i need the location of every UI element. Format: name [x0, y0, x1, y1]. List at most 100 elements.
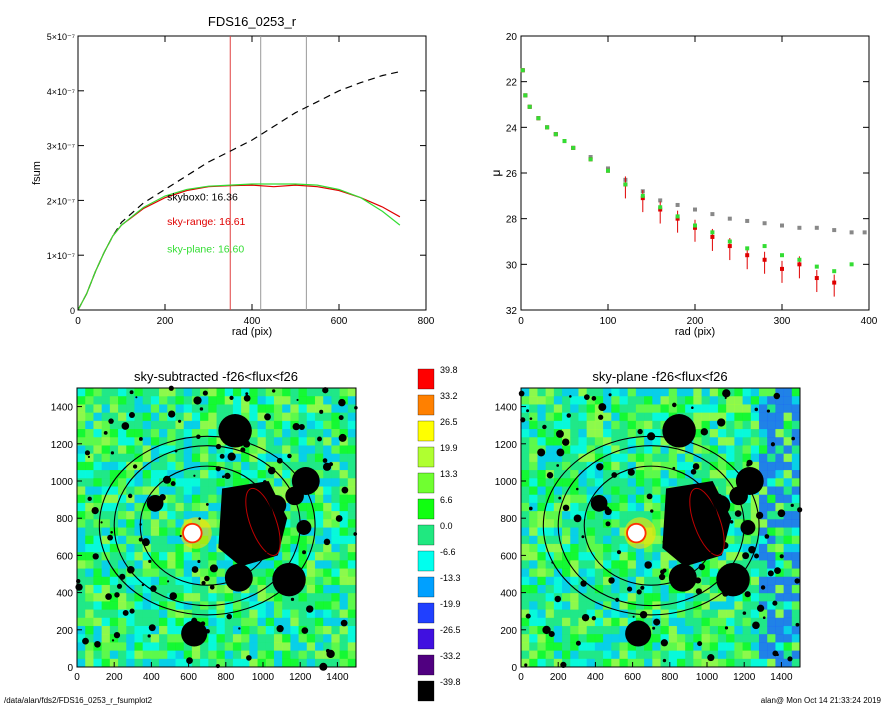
fsum-y-axis-label: fsum [31, 161, 43, 185]
isophote-ellipse [542, 435, 760, 616]
mu-plot-frame [520, 35, 870, 311]
noise-pixel [537, 634, 546, 643]
noise-pixel [553, 437, 563, 446]
noise-pixel [701, 576, 711, 586]
noise-pixel [742, 601, 752, 610]
noise-pixel [101, 642, 111, 651]
noise-pixel [347, 511, 357, 520]
noise-pixel [208, 494, 217, 504]
noise-pixel [685, 650, 694, 660]
noise-pixel [109, 617, 119, 627]
noise-pixel [586, 560, 596, 569]
noise-pixel [331, 543, 340, 553]
noise-pixel [750, 658, 760, 668]
noise-pixel [783, 609, 793, 619]
noise-pixel [652, 388, 661, 397]
noise-pixel [594, 478, 604, 487]
noise-pixel [594, 642, 604, 651]
noise-pixel [77, 404, 86, 413]
noise-pixel [298, 650, 308, 660]
noise-pixel [339, 519, 349, 528]
noise-pixel [200, 445, 209, 454]
masked-star [205, 503, 209, 506]
noise-pixel [77, 609, 86, 619]
noise-pixel [77, 511, 86, 520]
masked-star [558, 496, 562, 500]
noise-pixel [109, 486, 119, 495]
noise-pixel [758, 453, 768, 463]
noise-pixel [265, 453, 275, 463]
noise-pixel [249, 420, 258, 430]
noise-pixel [578, 584, 587, 594]
noise-pixel [734, 420, 743, 430]
noise-pixel [783, 388, 793, 397]
noise-pixel [529, 593, 538, 602]
noise-pixel [126, 494, 135, 504]
noise-pixel [570, 461, 579, 471]
noise-pixel [578, 388, 587, 397]
noise-pixel [578, 445, 587, 454]
noise-pixel [635, 470, 645, 479]
noise-pixel [660, 650, 670, 660]
x-tick-label: 0 [518, 672, 524, 683]
masked-bright-source [590, 494, 608, 512]
colorbar-label: 26.5 [440, 417, 458, 427]
noise-pixel [241, 412, 250, 422]
noise-pixel [570, 404, 579, 413]
noise-pixel [537, 568, 546, 578]
noise-pixel [586, 404, 596, 413]
noise-pixel [347, 642, 357, 651]
noise-pixel [347, 568, 357, 578]
galaxy-core-saturated [627, 524, 645, 542]
noise-pixel [306, 445, 316, 454]
noise-pixel [142, 617, 152, 627]
noise-pixel [685, 404, 694, 413]
noise-pixel [265, 437, 275, 446]
noise-pixel [562, 429, 571, 438]
noise-pixel [298, 617, 308, 627]
masked-star [779, 554, 784, 559]
noise-pixel [529, 461, 538, 471]
noise-pixel [537, 470, 546, 479]
noise-pixel [635, 478, 645, 487]
noise-pixel [257, 658, 267, 668]
noise-pixel [668, 470, 678, 479]
noise-pixel [726, 609, 735, 619]
noise-pixel [323, 502, 332, 512]
noise-pixel [570, 609, 579, 619]
noise-pixel [314, 519, 324, 528]
noise-pixel [783, 494, 793, 504]
noise-pixel [323, 601, 332, 610]
noise-pixel [635, 453, 645, 463]
noise-pixel [314, 650, 324, 660]
colorbar-swatch [417, 628, 435, 650]
noise-pixel [594, 658, 604, 668]
noise-pixel [652, 543, 661, 553]
noise-pixel [709, 396, 719, 405]
noise-pixel [93, 576, 102, 586]
noise-pixel [93, 453, 102, 463]
noise-pixel [586, 461, 596, 471]
noise-pixel [529, 625, 538, 635]
noise-pixel [676, 470, 686, 479]
noise-pixel [118, 527, 127, 537]
noise-pixel [553, 502, 563, 512]
green-data-point [545, 125, 550, 130]
noise-pixel [758, 461, 768, 471]
noise-pixel [126, 642, 135, 651]
x-tick-label: 200 [106, 672, 123, 683]
green-data-point [727, 239, 732, 244]
noise-pixel [77, 601, 86, 610]
noise-pixel [791, 420, 801, 430]
noise-pixel [142, 625, 152, 635]
noise-pixel [85, 437, 94, 446]
noise-pixel [101, 470, 111, 479]
noise-pixel [191, 609, 201, 619]
noise-pixel [570, 511, 579, 520]
noise-pixel [537, 609, 546, 619]
noise-pixel [521, 593, 530, 602]
noise-pixel [685, 445, 694, 454]
masked-star [322, 462, 332, 471]
noise-pixel [118, 453, 127, 463]
noise-pixel [775, 617, 784, 627]
